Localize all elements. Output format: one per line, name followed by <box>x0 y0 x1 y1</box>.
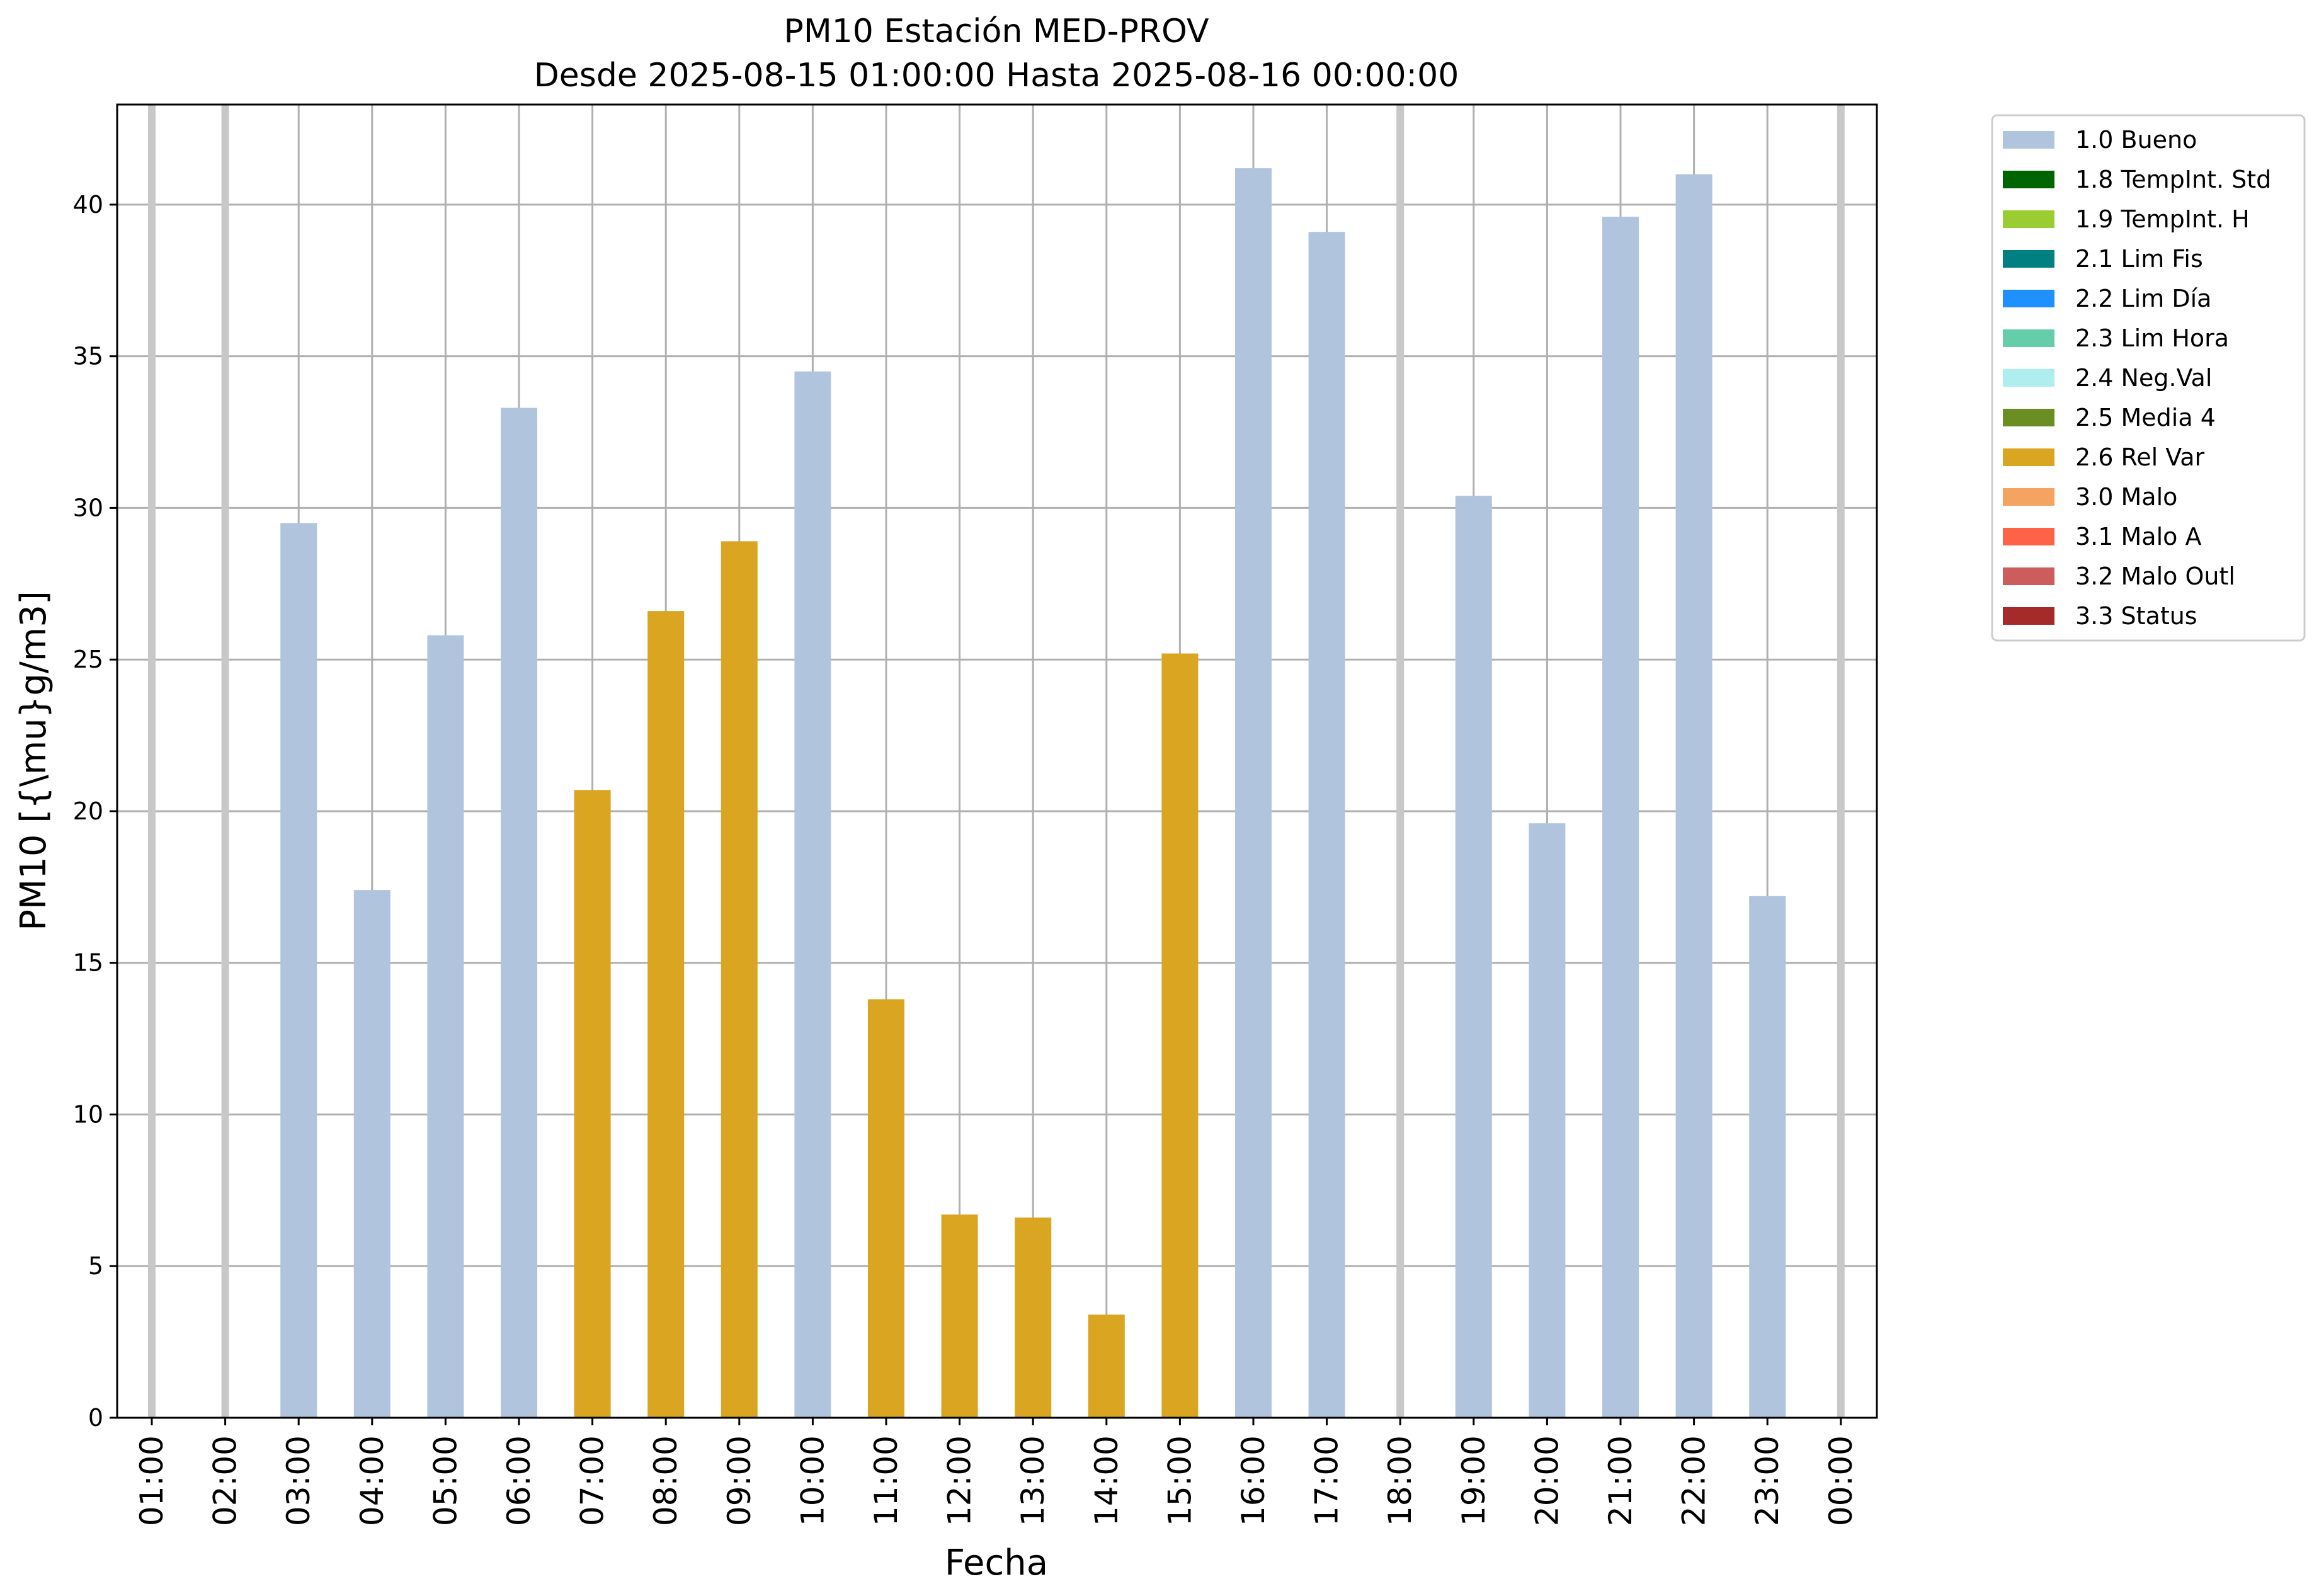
x-tick-label: 23:00 <box>1749 1435 1786 1526</box>
x-tick-label: 13:00 <box>1015 1435 1051 1526</box>
legend-swatch <box>2003 290 2054 307</box>
x-tick-label: 08:00 <box>647 1435 684 1526</box>
x-axis: 01:00 02:00 03:00 04:00 05:00 06:00 07:00 08:00… <box>134 1418 1859 1526</box>
x-tick-label: 01:00 <box>134 1435 170 1526</box>
chart-subtitle: Desde 2025-08-15 01:00:00 Hasta 2025-08-… <box>534 57 1459 94</box>
x-axis-label: Fecha <box>945 1542 1048 1583</box>
bar <box>794 371 831 1418</box>
bar <box>1675 174 1712 1418</box>
bar <box>941 1214 978 1418</box>
bar <box>1088 1314 1125 1418</box>
x-tick-label: 07:00 <box>574 1435 611 1526</box>
legend-label: 2.6 Rel Var <box>2075 443 2205 471</box>
y-tick-label: 30 <box>73 494 103 522</box>
x-tick-label: 21:00 <box>1602 1435 1639 1526</box>
legend-label: 3.0 Malo <box>2075 483 2177 511</box>
legend-swatch <box>2003 329 2054 347</box>
bar <box>868 999 904 1418</box>
legend: 1.0 Bueno 1.8 TempInt. Std 1.9 TempInt. H 2… <box>1991 114 2306 642</box>
legend-swatch <box>2003 250 2054 268</box>
x-tick-label: 19:00 <box>1456 1435 1492 1526</box>
x-tick-label: 15:00 <box>1161 1435 1198 1526</box>
bar <box>1235 168 1272 1418</box>
y-tick-label: 25 <box>73 646 103 673</box>
legend-label: 2.4 Neg.Val <box>2075 364 2212 392</box>
legend-swatch <box>2003 488 2054 506</box>
legend-swatch <box>2003 171 2054 188</box>
x-tick-label: 20:00 <box>1529 1435 1565 1526</box>
legend-label: 3.3 Status <box>2075 602 2197 630</box>
bars <box>280 168 1786 1418</box>
x-tick-label: 05:00 <box>427 1435 464 1526</box>
legend-label: 1.9 TempInt. H <box>2075 205 2250 233</box>
bar <box>280 523 317 1418</box>
y-tick-label: 15 <box>73 949 103 977</box>
x-tick-label: 03:00 <box>280 1435 317 1526</box>
x-tick-label: 06:00 <box>501 1435 537 1526</box>
bar <box>1308 232 1345 1418</box>
legend-swatch <box>2003 369 2054 387</box>
legend-swatch <box>2003 409 2054 426</box>
bar <box>353 890 390 1418</box>
legend-label: 2.2 Lim Día <box>2075 285 2211 312</box>
bar <box>1529 823 1566 1418</box>
legend-label: 2.1 Lim Fis <box>2075 245 2203 273</box>
x-tick-label: 10:00 <box>794 1435 831 1526</box>
bar <box>1161 653 1199 1418</box>
y-axis: 0 5 10 15 20 25 30 35 40 <box>73 191 117 1432</box>
bar <box>427 635 464 1418</box>
x-tick-label: 04:00 <box>354 1435 390 1526</box>
x-tick-label: 09:00 <box>721 1435 758 1526</box>
legend-label: 2.5 Media 4 <box>2075 404 2216 431</box>
missing-marker <box>1837 105 1845 1418</box>
y-tick-label: 40 <box>73 191 103 219</box>
legend-swatch <box>2003 210 2054 228</box>
legend-label: 1.8 TempInt. Std <box>2075 166 2271 193</box>
y-tick-label: 10 <box>73 1100 103 1128</box>
legend-label: 3.1 Malo A <box>2075 523 2201 550</box>
x-tick-label: 16:00 <box>1235 1435 1272 1526</box>
bar <box>501 408 537 1418</box>
legend-swatch <box>2003 567 2054 585</box>
missing-markers <box>148 105 1845 1418</box>
x-tick-label: 22:00 <box>1676 1435 1712 1526</box>
x-tick-label: 11:00 <box>868 1435 904 1526</box>
y-tick-label: 0 <box>88 1404 103 1432</box>
missing-marker <box>1396 105 1405 1418</box>
x-tick-label: 18:00 <box>1382 1435 1418 1526</box>
bar <box>721 541 758 1418</box>
legend-swatch <box>2003 607 2054 625</box>
x-tick-label: 14:00 <box>1088 1435 1125 1526</box>
legend-swatch <box>2003 448 2054 466</box>
x-tick-label: 02:00 <box>207 1435 244 1526</box>
legend-label: 1.0 Bueno <box>2075 126 2197 154</box>
y-tick-label: 5 <box>88 1252 103 1280</box>
bar <box>1455 496 1492 1418</box>
x-tick-label: 17:00 <box>1309 1435 1345 1526</box>
bar <box>1015 1217 1052 1418</box>
bar <box>1749 896 1786 1418</box>
plot-frame <box>116 103 1878 1419</box>
y-tick-label: 35 <box>73 343 103 370</box>
bar <box>1602 217 1639 1418</box>
x-tick-label: 00:00 <box>1823 1435 1859 1526</box>
chart-title: PM10 Estación MED-PROV <box>783 13 1209 50</box>
legend-label: 3.2 Malo Outl <box>2075 562 2235 590</box>
x-tick-label: 12:00 <box>942 1435 978 1526</box>
bar <box>574 790 611 1418</box>
legend-frame <box>1991 114 2306 642</box>
legend-swatch <box>2003 131 2054 149</box>
y-axis-label: PM10 [{\mu}g/m3] <box>13 591 54 931</box>
missing-marker <box>148 105 156 1418</box>
bar <box>647 611 685 1418</box>
missing-marker <box>221 105 229 1418</box>
legend-swatch <box>2003 528 2054 545</box>
y-tick-label: 20 <box>73 797 103 825</box>
legend-label: 2.3 Lim Hora <box>2075 324 2229 352</box>
